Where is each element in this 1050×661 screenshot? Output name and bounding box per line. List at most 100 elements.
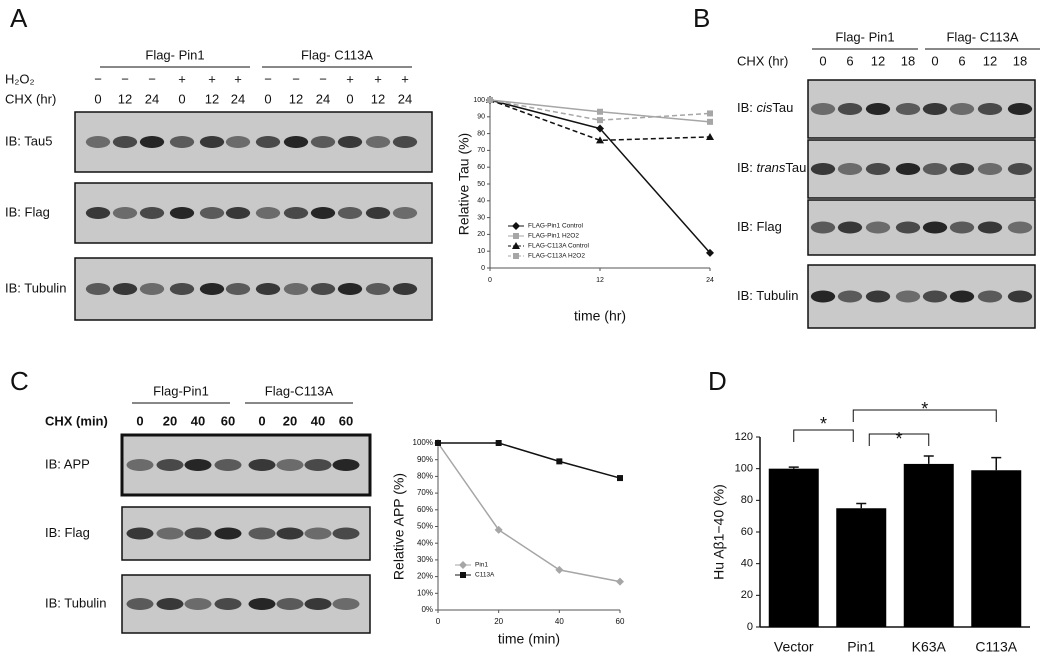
band — [139, 283, 165, 295]
lane-label: 12 — [289, 91, 303, 106]
band — [1007, 163, 1033, 175]
blot-label-part: Tau — [772, 100, 793, 115]
group-label: Flag-Pin1 — [153, 383, 209, 398]
band — [199, 283, 225, 295]
x-tick-label: 24 — [706, 277, 714, 284]
lane-label: 0 — [94, 91, 101, 106]
bracket — [868, 433, 930, 446]
band — [126, 459, 154, 471]
band — [169, 283, 195, 295]
y-tick-label: 50 — [477, 181, 485, 188]
legend-marker — [513, 253, 519, 259]
panel-label: A — [10, 3, 28, 33]
band — [225, 207, 251, 219]
bar — [836, 508, 887, 627]
x-tick-label: 20 — [494, 617, 503, 626]
band — [199, 207, 225, 219]
y-tick-label: 60 — [741, 526, 753, 538]
y-tick-label: 90% — [417, 455, 433, 464]
group-label: Flag- Pin1 — [145, 47, 204, 62]
marker — [597, 108, 603, 115]
treatment: + — [234, 71, 242, 86]
y-axis-label: Hu Aβ1−40 (%) — [711, 484, 727, 580]
blot-label: IB: Tubulin — [737, 288, 798, 303]
lane-label: 18 — [901, 53, 915, 68]
lane-label: 0 — [931, 53, 938, 68]
blot-label: IB: transTau — [737, 160, 806, 175]
lane-label: 0 — [178, 91, 185, 106]
band — [1007, 221, 1033, 234]
blot-label: IB: Tubulin — [45, 595, 106, 610]
legend-marker — [513, 233, 519, 239]
y-tick-label: 0 — [481, 265, 485, 272]
x-tick-label: Pin1 — [847, 639, 875, 655]
group-label: Flag- Pin1 — [835, 29, 894, 44]
band — [332, 459, 360, 471]
blot-label: IB: Flag — [5, 204, 50, 219]
y-tick-label: 0% — [421, 605, 433, 614]
lane-label: 60 — [221, 413, 235, 428]
band — [112, 207, 138, 219]
blot-label-part: trans — [757, 160, 786, 175]
panel-label: C — [10, 366, 29, 396]
band — [255, 136, 281, 148]
lane-label: 0 — [264, 91, 271, 106]
blot-label: IB: Flag — [45, 525, 90, 540]
lane-label: 20 — [283, 413, 297, 428]
y-tick-label: 90 — [477, 114, 485, 121]
lane-label: 24 — [398, 91, 412, 106]
band — [810, 163, 836, 175]
band — [810, 290, 836, 303]
bracket — [793, 429, 854, 442]
lane-label: 0 — [819, 53, 826, 68]
y-tick-label: 70 — [477, 147, 485, 154]
legend-label: FLAG-C113A H2O2 — [528, 253, 585, 260]
band — [895, 103, 921, 115]
blot-label-part: cis — [757, 100, 773, 115]
band — [199, 136, 225, 148]
band — [365, 136, 391, 148]
legend-marker — [460, 572, 466, 578]
band — [276, 459, 304, 471]
y-tick-label: 10% — [417, 588, 433, 597]
series-line — [489, 99, 711, 121]
band — [949, 221, 975, 234]
treatment: − — [94, 71, 102, 86]
lane-label: 12 — [205, 91, 219, 106]
treatment: + — [208, 71, 216, 86]
band — [139, 207, 165, 219]
lane-label: 12 — [983, 53, 997, 68]
y-tick-label: 70% — [417, 488, 433, 497]
treatment: − — [319, 71, 327, 86]
band — [126, 527, 154, 540]
band — [337, 283, 363, 295]
y-tick-label: 30 — [477, 214, 485, 221]
lane-label: 40 — [311, 413, 325, 428]
x-tick-label: 12 — [596, 277, 604, 284]
y-tick-label: 40% — [417, 538, 433, 547]
marker — [706, 248, 714, 257]
band — [837, 290, 863, 303]
marker — [707, 110, 713, 117]
marker — [707, 118, 713, 125]
error-bar — [923, 455, 934, 464]
legend-label: FLAG-C113A Control — [528, 243, 589, 250]
marker — [495, 440, 502, 446]
band — [865, 163, 891, 175]
band — [949, 103, 975, 115]
marker — [617, 475, 623, 482]
band — [310, 207, 336, 219]
y-tick-label: 40 — [477, 198, 485, 205]
band — [304, 527, 332, 540]
row-label: H₂O₂ — [5, 71, 35, 86]
band — [184, 598, 212, 610]
band — [922, 221, 948, 234]
x-axis-label: time (hr) — [574, 308, 626, 324]
y-tick-label: 20 — [477, 231, 485, 238]
lane-label: 6 — [846, 53, 853, 68]
y-tick-label: 60 — [477, 164, 485, 171]
y-axis-label: Relative Tau (%) — [456, 133, 472, 235]
band — [1007, 290, 1033, 303]
lane-label: 24 — [316, 91, 330, 106]
